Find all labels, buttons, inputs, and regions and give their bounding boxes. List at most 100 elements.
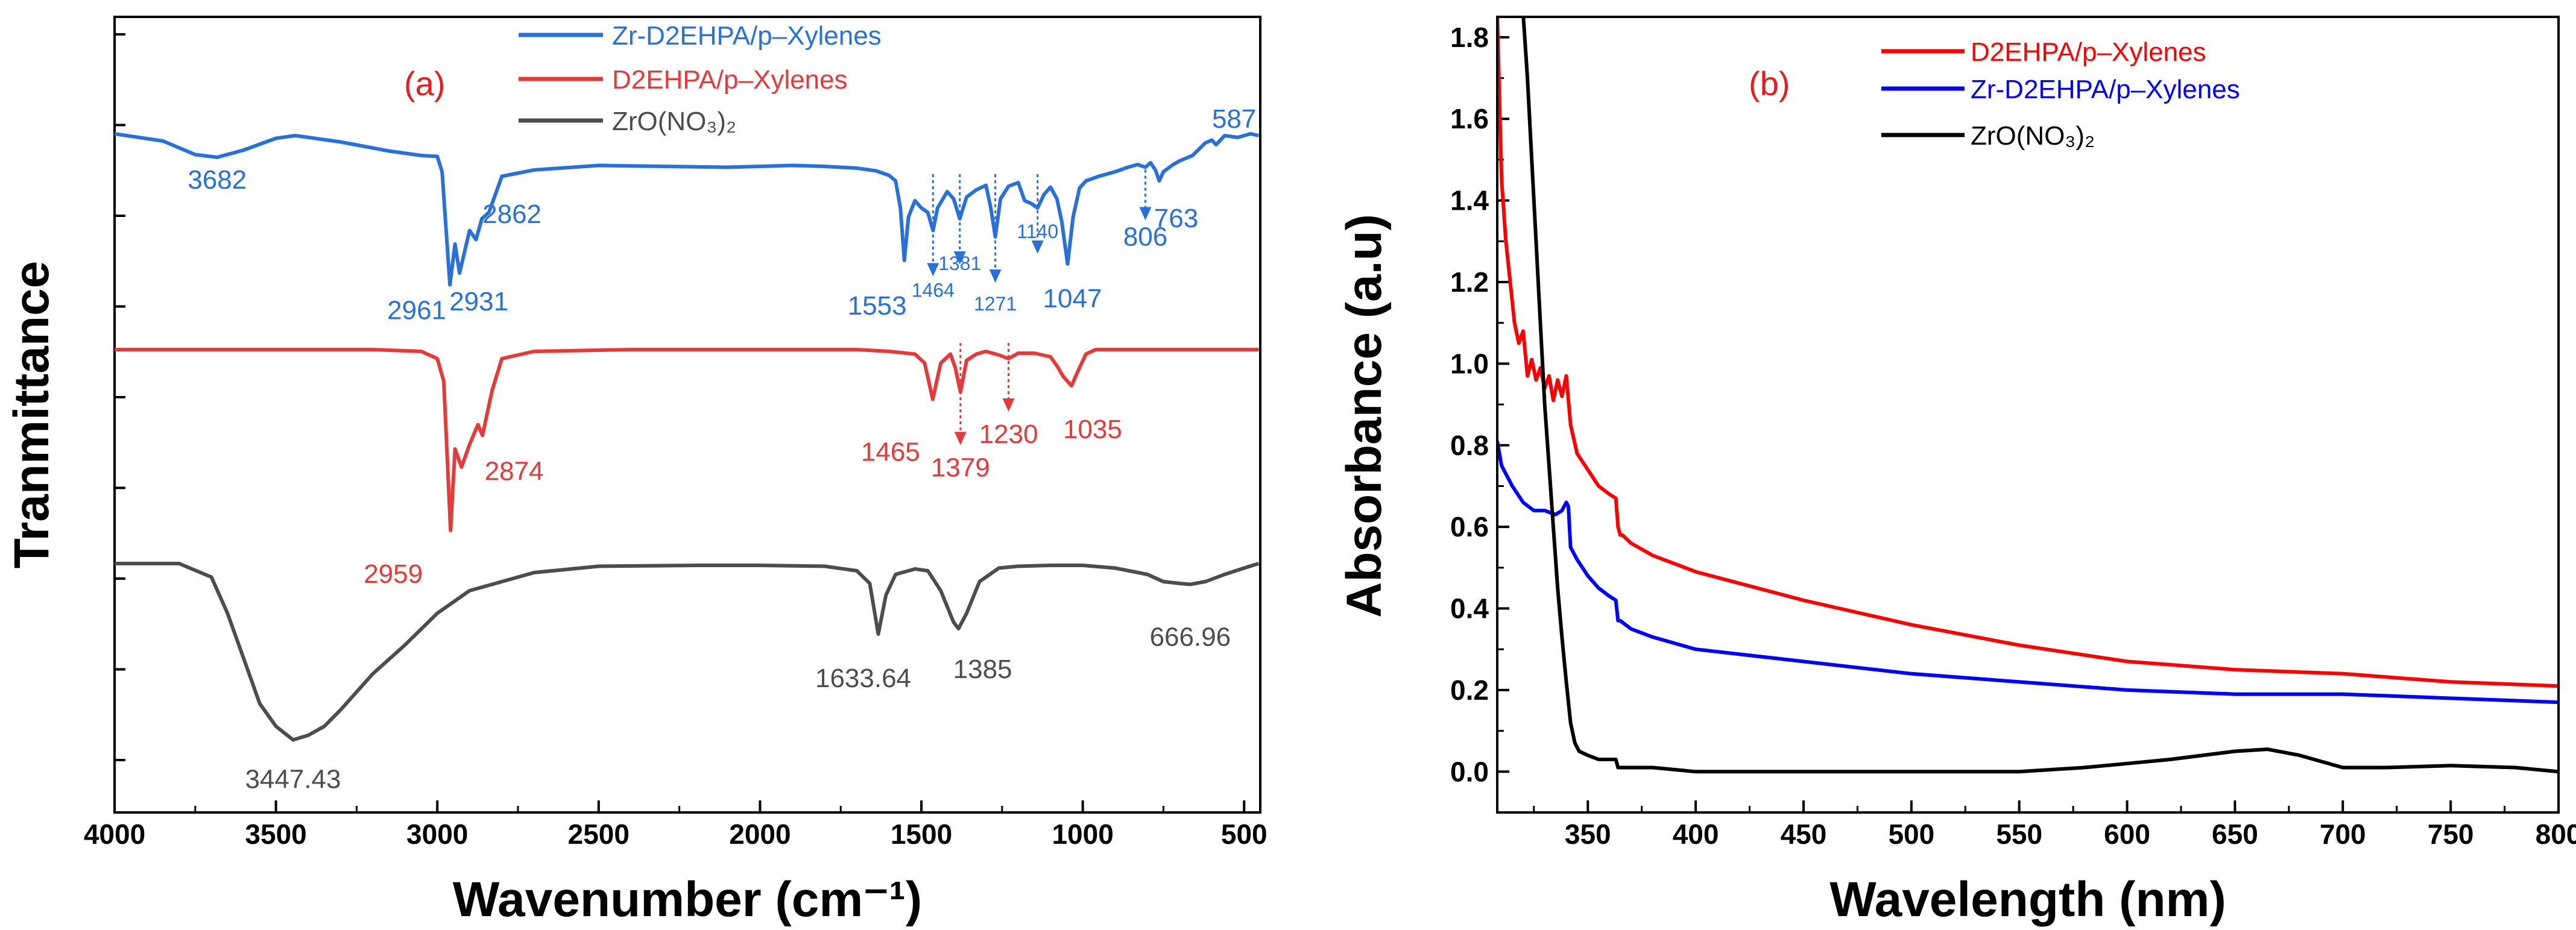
peak-label-text: 1035 — [1063, 415, 1122, 444]
panel-b-series-zr-d2ehpa-p-xylenes — [1498, 441, 2557, 705]
legend-label: Zr-D2EHPA/p–Xylenes — [1971, 75, 2240, 104]
peak-label-763: 763 — [1154, 204, 1198, 233]
legend-item-zr-d2ehpa-p-xylenes: Zr-D2EHPA/p–Xylenes — [1881, 75, 2240, 104]
panel-b-y-axis-label: Absorbance (a.u) — [1337, 214, 1392, 618]
panel-a-series-zro-no3-2 — [115, 562, 1260, 742]
peak-label-text: 3447.43 — [245, 765, 341, 794]
panel-a-series — [114, 132, 1260, 742]
panel-b-x-tick-label: 700 — [2320, 818, 2366, 850]
annotation-arrowhead — [1002, 398, 1015, 412]
panel-a: (a) 4000 3500 3000 2500 2000 1500 1000 500 3682… — [4, 16, 1267, 927]
panel-b-x-tick-label: 350 — [1565, 818, 1611, 850]
panel-b-x-tick-label: 650 — [2212, 818, 2258, 850]
peak-label-text: 1553 — [848, 291, 907, 321]
panel-b-tag: (b) — [1749, 64, 1790, 102]
panel-a-x-tick-label: 2000 — [729, 818, 791, 850]
peak-label-1379: 1379 — [931, 343, 990, 483]
panel-a-y-axis-label: Tranmittance — [4, 261, 59, 568]
peak-label-1381: 1381 — [938, 174, 981, 274]
peak-label-text: 2961 — [387, 296, 446, 325]
panel-b-y-tick-label: 1.6 — [1450, 103, 1489, 134]
panel-a-y-ticks — [115, 33, 125, 761]
peak-label-text: 1271 — [974, 293, 1017, 315]
annotation-arrowhead — [954, 432, 967, 445]
panel-b-x-axis-label: Wavelength (nm) — [1829, 872, 2226, 927]
panel-b-x-tick-label: 800 — [2536, 818, 2576, 850]
peak-label-text: 1047 — [1043, 284, 1102, 313]
annotation-arrowhead — [953, 251, 966, 265]
panel-a-x-tick-label: 1500 — [891, 818, 952, 850]
panel-a-tag: (a) — [404, 64, 445, 102]
legend-label: Zr-D2EHPA/p–Xylenes — [612, 21, 882, 51]
peak-label-3682: 3682 — [188, 165, 247, 195]
peak-label-text: 666.96 — [1150, 623, 1231, 652]
panel-b-y-tick-label: 0.4 — [1450, 593, 1489, 624]
panel-b-y-tick-label: 1.2 — [1450, 266, 1489, 298]
panel-b-legend: D2EHPA/p–Xylenes Zr-D2EHPA/p–Xylenes ZrO(N… — [1881, 37, 2240, 151]
peak-label-587: 587 — [1212, 104, 1256, 134]
panel-a-series-zr-d2ehpa-p-xylenes — [114, 132, 1259, 287]
panel-b-y-tick-label: 0.6 — [1450, 511, 1489, 542]
legend-item-d2ehpa-p-xylenes: D2EHPA/p–Xylenes — [1881, 37, 2206, 67]
panel-a-legend: Zr-D2EHPA/p–Xylenes D2EHPA/p–Xylenes ZrO(N… — [519, 21, 882, 136]
panel-a-x-tick-label: 3000 — [406, 818, 468, 850]
annotation-arrowhead — [989, 269, 1002, 283]
peak-label-text: 2862 — [482, 200, 541, 229]
peak-label-806: 806 — [1123, 169, 1167, 252]
peak-label-1230: 1230 — [979, 343, 1038, 449]
panel-a-x-tick-label: 1000 — [1052, 818, 1113, 850]
panel-b-y-tick-label: 1.0 — [1450, 348, 1489, 379]
panel-b-x-tick-label: 500 — [1888, 818, 1934, 850]
peak-label-2862: 2862 — [482, 200, 541, 229]
annotation-arrowhead — [1031, 240, 1044, 254]
peak-label-2874: 2874 — [485, 457, 544, 486]
peak-label-1464: 1464 — [912, 174, 955, 301]
legend-item-zro-no3-2: ZrO(NO₃)₂ — [519, 107, 736, 136]
legend-item-d2ehpa-p-xylenes: D2EHPA/p–Xylenes — [519, 65, 848, 95]
peak-label-2959: 2959 — [364, 559, 423, 589]
peak-label-text: 1465 — [861, 438, 920, 467]
panel-a-x-tick-label: 2500 — [568, 818, 630, 850]
peak-label-text: 3682 — [188, 165, 247, 195]
peak-label-text: 1230 — [979, 419, 1038, 449]
peak-label-text: 1385 — [953, 655, 1012, 684]
peak-label-text: 1633.64 — [815, 664, 911, 693]
peak-label-1047: 1047 — [1043, 284, 1102, 313]
panel-b-x-tick-label: 600 — [2104, 818, 2150, 850]
panel-b-series-d2ehpa-p-xylenes — [1498, 18, 2557, 688]
peak-label-666-96: 666.96 — [1150, 623, 1231, 652]
peak-label-text: 763 — [1154, 204, 1198, 233]
peak-label-2961: 2961 — [387, 296, 446, 325]
panel-b-y-tick-label: 1.8 — [1450, 22, 1489, 53]
peak-label-text: 1140 — [1017, 221, 1058, 242]
panel-a-x-axis-label: Wavenumber (cm⁻¹) — [453, 872, 922, 927]
panel-b-y-tick-label: 0.0 — [1450, 756, 1489, 787]
panel-b-y-ticks: 0.0 0.2 0.4 0.6 0.8 1.0 1.2 1.4 1.6 1.8 — [1450, 22, 1509, 787]
peak-label-1140: 1140 — [1017, 174, 1058, 254]
peak-label-text: 806 — [1123, 222, 1167, 252]
panel-a-x-ticks: 4000 3500 3000 2500 2000 1500 1000 500 — [84, 800, 1267, 850]
panel-b-x-tick-label: 400 — [1673, 818, 1719, 850]
legend-label: D2EHPA/p–Xylenes — [612, 65, 848, 95]
peak-label-1035: 1035 — [1063, 415, 1122, 444]
peak-label-1385: 1385 — [953, 655, 1012, 684]
peak-label-3447-43: 3447.43 — [245, 765, 341, 794]
panel-b-y-tick-label: 1.4 — [1450, 185, 1489, 216]
legend-label: ZrO(NO₃)₂ — [612, 107, 736, 136]
panel-a-x-tick-label: 500 — [1221, 818, 1267, 850]
panel-b-y-tick-label: 0.2 — [1450, 674, 1489, 706]
panel-b-frame — [1496, 16, 2560, 814]
peak-label-text: 587 — [1212, 104, 1256, 134]
panel-b-x-ticks: 350 400 450 500 550 600 650 700 750 800 — [1533, 800, 2576, 850]
peak-label-1465: 1465 — [861, 438, 920, 467]
peak-label-text: 1379 — [931, 453, 990, 483]
peak-label-1271: 1271 — [974, 174, 1017, 315]
panel-b-series — [1498, 18, 2557, 774]
panel-b-x-tick-label: 450 — [1781, 818, 1827, 850]
peak-label-text: 1381 — [938, 253, 981, 274]
panel-a-x-tick-label: 4000 — [84, 818, 145, 850]
panel-b-series-zro-no3-2 — [1521, 18, 2557, 774]
annotation-arrowhead — [1139, 207, 1152, 221]
